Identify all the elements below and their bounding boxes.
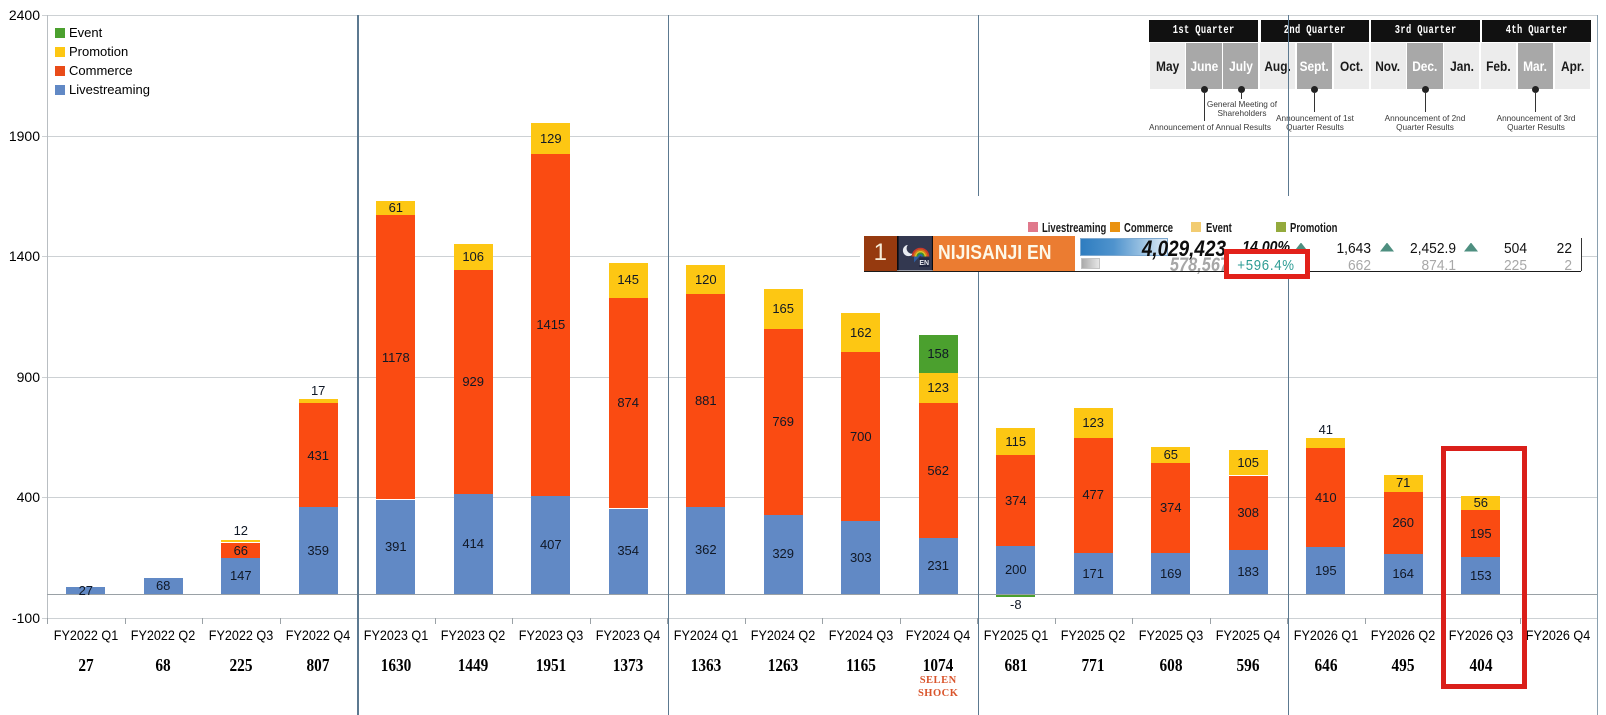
svg-text:EN: EN <box>919 260 929 267</box>
